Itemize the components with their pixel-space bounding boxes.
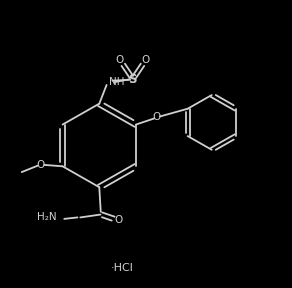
Text: H₂N: H₂N (37, 213, 57, 222)
Text: NH: NH (110, 77, 125, 87)
Text: O: O (142, 56, 150, 65)
Text: O: O (36, 160, 45, 170)
Text: S: S (128, 73, 137, 86)
Text: O: O (116, 56, 124, 65)
Text: O: O (114, 215, 122, 225)
Text: ·HCl: ·HCl (111, 263, 134, 273)
Text: O: O (153, 112, 161, 122)
